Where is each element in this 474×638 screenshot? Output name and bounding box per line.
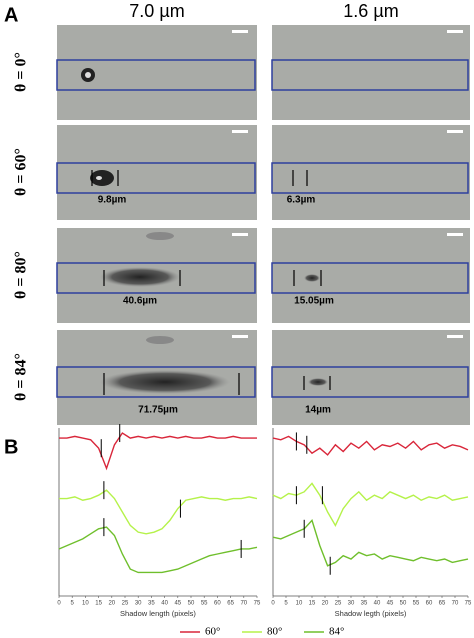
x-tick-label: 15 — [309, 601, 316, 607]
x-tick-label: 65 — [439, 601, 446, 607]
measurement: 15.05µm — [294, 296, 334, 307]
x-tick-label: 40 — [374, 601, 381, 607]
x-tick-label: 75 — [254, 601, 261, 607]
row-label: θ = 80° — [13, 251, 30, 299]
x-tick-label: 65 — [227, 601, 234, 607]
series-line — [59, 489, 258, 535]
x-tick-label: 0 — [57, 601, 61, 607]
series-line — [272, 519, 469, 567]
x-tick-label: 60 — [426, 601, 433, 607]
column-header: 7.0 µm — [129, 1, 184, 21]
x-tick-label: 10 — [296, 601, 303, 607]
row-label: θ = 60° — [13, 148, 30, 196]
x-tick-label: 55 — [413, 601, 420, 607]
x-tick-label: 35 — [361, 601, 368, 607]
row-label: θ = 0° — [13, 52, 30, 92]
panel-label: B — [4, 436, 18, 458]
legend-label: 80° — [267, 626, 282, 638]
x-tick-label: 15 — [95, 601, 102, 607]
x-tick-label: 25 — [122, 601, 129, 607]
measurement: 71.75µm — [138, 405, 178, 416]
x-tick-label: 40 — [161, 601, 168, 607]
series-line — [59, 432, 257, 471]
x-tick-label: 50 — [400, 601, 407, 607]
panel-label: A — [4, 4, 18, 26]
legend-label: 84° — [329, 626, 344, 638]
x-tick-label: 75 — [465, 601, 472, 607]
x-tick-label: 20 — [108, 601, 115, 607]
measurement: 40.6µm — [123, 296, 157, 307]
x-tick-label: 20 — [322, 601, 329, 607]
row-label: θ = 84° — [13, 353, 30, 401]
series-line — [272, 435, 469, 456]
x-tick-label: 60 — [214, 601, 221, 607]
x-tick-label: 5 — [71, 601, 75, 607]
measurement: 6.3µm — [287, 195, 316, 206]
legend-label: 60° — [205, 626, 220, 638]
x-tick-label: 30 — [135, 601, 142, 607]
x-tick-label: 45 — [174, 601, 181, 607]
series-line — [272, 482, 469, 527]
x-tick-label: 30 — [348, 601, 355, 607]
x-tick-label: 10 — [82, 601, 89, 607]
x-tick-label: 35 — [148, 601, 155, 607]
x-tick-label: 50 — [188, 601, 195, 607]
x-tick-label: 70 — [452, 601, 459, 607]
column-header: 1.6 µm — [343, 1, 398, 21]
x-tick-label: 55 — [201, 601, 208, 607]
micrographs — [56, 25, 470, 425]
series-line — [58, 526, 258, 574]
x-tick-label: 5 — [284, 601, 288, 607]
x-tick-label: 45 — [387, 601, 394, 607]
x-tick-label: 0 — [271, 601, 275, 607]
measurement: 9.8µm — [98, 195, 127, 206]
x-axis-label: Shadow legth (pixels) — [335, 609, 407, 618]
x-tick-label: 25 — [335, 601, 342, 607]
x-axis-label: Shadow length (pixels) — [120, 609, 196, 618]
measurement: 14µm — [305, 405, 331, 416]
x-tick-label: 70 — [240, 601, 247, 607]
